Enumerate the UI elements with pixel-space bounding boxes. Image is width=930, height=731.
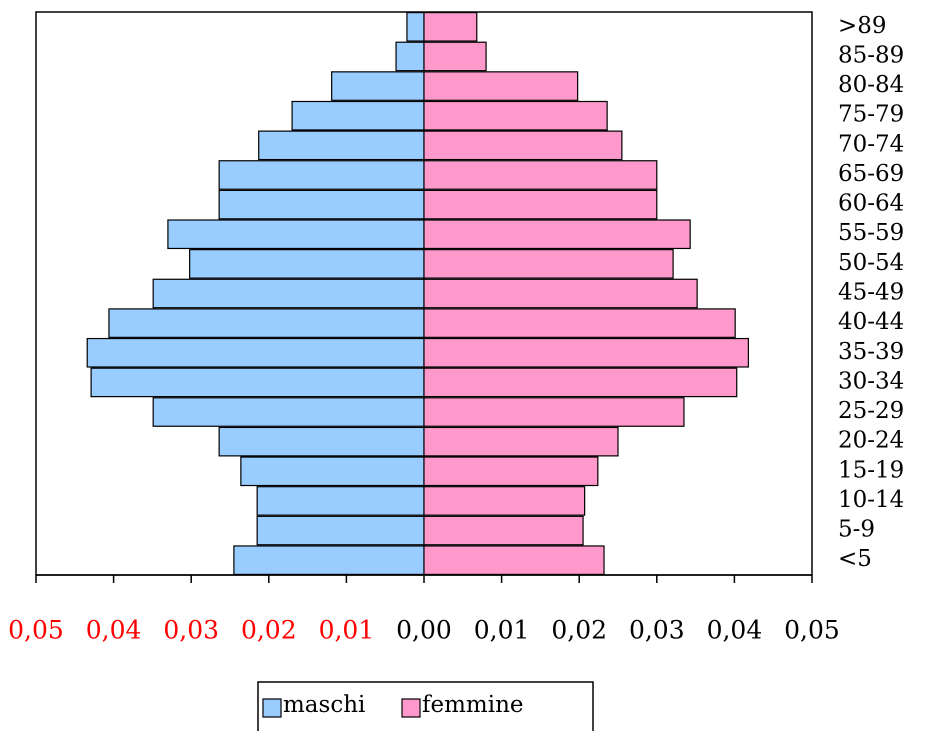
category-label: 5-9 (838, 517, 875, 543)
bar (240, 456, 425, 487)
category-label: 65-69 (838, 161, 904, 187)
bar (218, 160, 425, 190)
bar (423, 130, 623, 161)
bar (291, 100, 425, 131)
bar (423, 426, 619, 457)
category-label: 20-24 (838, 428, 904, 454)
x-tick-label: 0,02 (551, 616, 607, 645)
bar (423, 11, 478, 42)
bar (90, 367, 425, 398)
bar (331, 71, 425, 101)
bar (423, 189, 658, 220)
legend-box (257, 681, 594, 731)
category-label: <5 (838, 546, 872, 572)
bar (86, 337, 425, 368)
category-label: >89 (838, 13, 887, 39)
bar (395, 41, 425, 72)
bar (423, 278, 698, 309)
category-label: 35-39 (838, 339, 904, 365)
bar (423, 367, 738, 398)
bar (233, 545, 425, 576)
bar (218, 189, 425, 220)
bar (423, 515, 584, 546)
x-tick-label: 0,05 (784, 616, 840, 645)
legend-swatch (401, 698, 421, 718)
x-tick-label: 0,01 (319, 616, 375, 645)
x-tick-label: 0,00 (396, 616, 452, 645)
x-tick-label: 0,03 (163, 616, 219, 645)
bar (258, 130, 425, 161)
bar (423, 71, 579, 101)
bar (167, 219, 425, 250)
bar (108, 308, 425, 338)
x-tick-label: 0,04 (86, 616, 142, 645)
category-label: 25-29 (838, 398, 904, 424)
category-label: 70-74 (838, 131, 904, 157)
category-label: 50-54 (838, 250, 904, 276)
bar (423, 486, 586, 516)
bar (256, 515, 425, 546)
bar (423, 160, 658, 190)
legend-label: femmine (422, 692, 524, 718)
bar (152, 278, 425, 309)
category-label: 55-59 (838, 220, 904, 246)
bar (423, 100, 608, 131)
category-label: 15-19 (838, 457, 904, 483)
category-label: 80-84 (838, 72, 904, 98)
bar (256, 486, 425, 516)
bar (423, 41, 487, 72)
bar (423, 219, 691, 250)
x-tick-label: 0,03 (629, 616, 685, 645)
bar (423, 456, 599, 487)
x-tick-label: 0,05 (8, 616, 64, 645)
x-tick-label: 0,01 (474, 616, 530, 645)
category-label: 45-49 (838, 280, 904, 306)
bar (189, 249, 425, 279)
bar (423, 308, 736, 338)
bar (218, 426, 425, 457)
category-label: 10-14 (838, 487, 904, 513)
category-label: 40-44 (838, 309, 904, 335)
category-label: 60-64 (838, 191, 904, 217)
legend-label: maschi (283, 692, 365, 718)
bar (423, 249, 674, 279)
bar (406, 11, 425, 42)
category-label: 30-34 (838, 368, 904, 394)
category-label: 85-89 (838, 42, 904, 68)
bar (423, 545, 605, 576)
bar (423, 397, 685, 427)
bar (152, 397, 425, 427)
x-tick-label: 0,02 (241, 616, 297, 645)
category-label: 75-79 (838, 102, 904, 128)
legend-swatch (262, 698, 282, 718)
bar (423, 337, 749, 368)
x-tick-label: 0,04 (707, 616, 763, 645)
